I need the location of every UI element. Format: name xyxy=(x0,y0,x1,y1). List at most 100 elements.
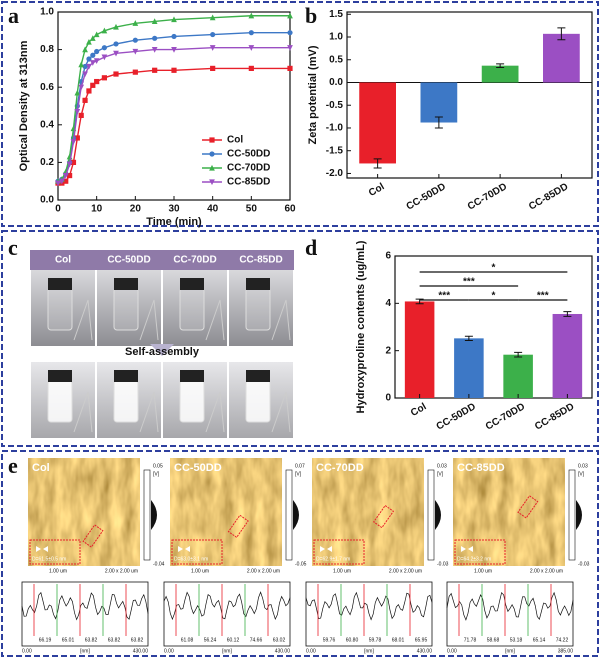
y-tick-label: 1.5 xyxy=(329,9,343,20)
data-point xyxy=(93,58,100,64)
data-point xyxy=(287,65,293,71)
panel-label: e xyxy=(8,453,18,478)
peak-label: 63.82 xyxy=(85,637,98,643)
data-point xyxy=(93,31,100,38)
diameter-box xyxy=(171,539,223,565)
data-point xyxy=(101,27,108,34)
data-point xyxy=(209,14,216,21)
x-tick-label: 20 xyxy=(130,204,142,215)
scale-label: 1.00 um xyxy=(49,568,67,574)
data-point xyxy=(89,35,96,41)
stand xyxy=(205,299,225,341)
peak-label: 56.24 xyxy=(204,637,217,643)
stand xyxy=(73,299,93,341)
data-point xyxy=(82,63,88,70)
y-tick-label: 0.4 xyxy=(40,119,54,130)
peak-label: 65.95 xyxy=(415,637,428,643)
significance-label: *** xyxy=(537,291,549,302)
data-point xyxy=(82,71,88,78)
peak-label: 65.14 xyxy=(533,637,546,643)
data-point xyxy=(78,84,85,91)
fiber-box xyxy=(227,514,249,539)
data-point xyxy=(62,172,69,179)
y-tick-label: -0.5 xyxy=(326,100,344,111)
data-point xyxy=(152,67,158,73)
peak-label: 61.08 xyxy=(181,637,194,643)
stand xyxy=(139,299,159,341)
colorbar-label: -0.05 xyxy=(295,561,307,567)
stand xyxy=(73,391,93,433)
bar xyxy=(359,82,396,164)
profile-trace xyxy=(446,591,574,621)
diameter-label: D=61.5±0.5 nm xyxy=(32,556,66,562)
vial-cap xyxy=(246,370,270,382)
data-point xyxy=(94,78,100,85)
data-point xyxy=(113,71,119,77)
panel-label: b xyxy=(305,3,317,28)
data-point xyxy=(132,37,138,43)
error-bar xyxy=(373,158,382,169)
data-point xyxy=(132,48,139,55)
data-point xyxy=(210,65,216,71)
peak-label: 74.22 xyxy=(556,637,569,643)
significance-label: * xyxy=(492,263,496,274)
y-tick-label: -1.5 xyxy=(326,145,344,156)
peak-label: 74.66 xyxy=(250,637,263,643)
photo-column-label: CC-50DD xyxy=(107,255,150,266)
peak-label: 65.01 xyxy=(62,637,75,643)
data-point xyxy=(82,97,88,103)
vial xyxy=(245,379,271,423)
profile-axis-label: 385.00 xyxy=(558,648,574,654)
panel-label: a xyxy=(8,3,19,28)
vial xyxy=(113,379,139,423)
vial xyxy=(179,379,205,423)
x-tick-label: 60 xyxy=(284,204,296,215)
data-point xyxy=(74,89,81,96)
vial-cap xyxy=(48,370,72,382)
legend-label: CC-70DD xyxy=(227,163,270,174)
y-tick-label: 4 xyxy=(385,298,391,309)
process-label: Self-assembly xyxy=(125,346,200,358)
data-point xyxy=(151,18,158,24)
data-point xyxy=(86,38,92,45)
bar xyxy=(503,354,533,398)
afm-title: CC-85DD xyxy=(457,462,505,474)
y-tick-label: 0.2 xyxy=(40,157,54,168)
y-tick-label: 1.0 xyxy=(329,32,343,43)
significance-label: *** xyxy=(463,277,475,288)
panel-label: c xyxy=(8,235,18,260)
data-point xyxy=(82,46,88,53)
x-tick-label: 40 xyxy=(207,204,219,215)
colorbar-label: 0.03 xyxy=(437,463,447,469)
vial xyxy=(113,287,139,331)
profile-axis-label: 0.00 xyxy=(22,648,32,654)
colorbar-histogram xyxy=(151,500,157,530)
y-tick-label: -2.0 xyxy=(326,168,344,179)
data-point xyxy=(171,33,177,40)
data-point xyxy=(74,135,80,141)
diameter-label: D=64.2±3.2 nm xyxy=(457,556,491,562)
x-tick-label: CC-85DD xyxy=(533,401,576,432)
data-point xyxy=(89,60,96,66)
data-point xyxy=(101,54,108,61)
profile-axis-label: 430.00 xyxy=(275,648,291,654)
data-point xyxy=(209,45,216,51)
data-point xyxy=(248,30,254,36)
profile-trace xyxy=(305,591,433,621)
vial-cap xyxy=(180,370,204,382)
y-tick-label: 1.0 xyxy=(40,7,54,18)
legend-marker xyxy=(209,164,215,171)
vial xyxy=(47,287,73,331)
y-tick-label: 0.8 xyxy=(40,44,54,55)
colorbar-label: 0.03 xyxy=(578,463,588,469)
vial-cap xyxy=(114,370,138,382)
data-point xyxy=(70,139,77,145)
stand xyxy=(271,391,291,433)
y-tick-label: -1.0 xyxy=(326,123,344,134)
diameter-label: D=62.9±1.7 nm xyxy=(316,556,350,562)
x-tick-label: 50 xyxy=(246,204,258,215)
afm-title: CC-50DD xyxy=(174,462,222,474)
bar xyxy=(420,82,458,123)
profile-axis-label: [nm] xyxy=(505,648,515,654)
